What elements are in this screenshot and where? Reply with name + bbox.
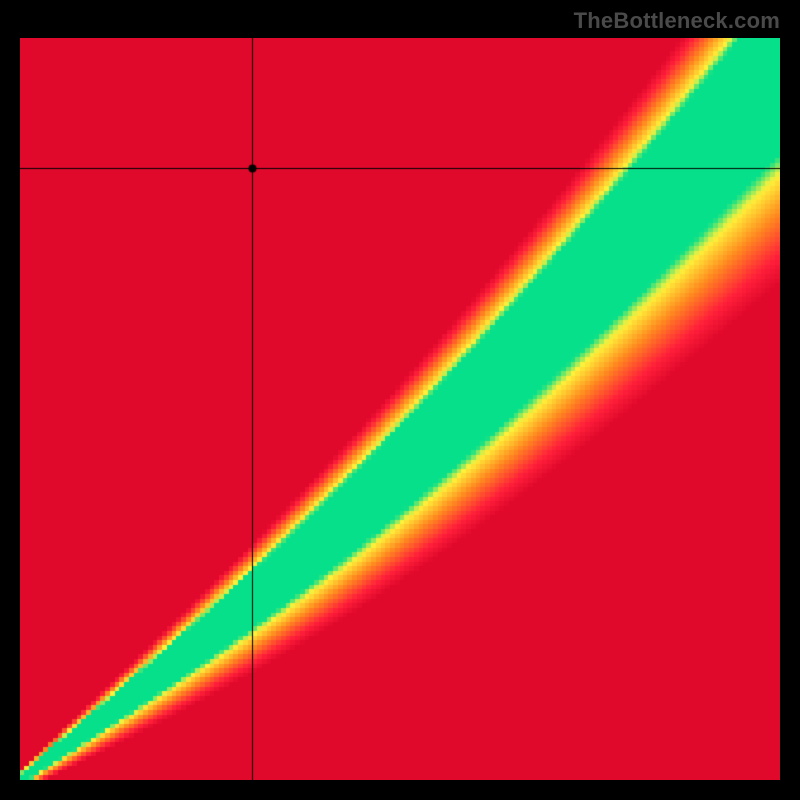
heatmap-canvas — [20, 38, 780, 780]
heatmap-plot — [20, 38, 780, 780]
watermark-text: TheBottleneck.com — [574, 8, 780, 34]
